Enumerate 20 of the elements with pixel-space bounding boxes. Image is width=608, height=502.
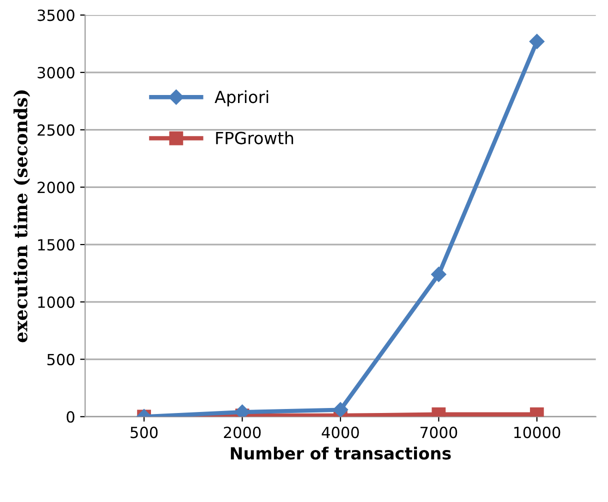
point (234, 404, 250, 417)
y-tick-label: 1000 (38, 296, 74, 308)
y-tick-label: 0 (66, 411, 74, 423)
x-tick-label: 500 (130, 426, 158, 438)
x-axis-title: Number of transactions (230, 446, 451, 460)
x-tick-label: 10000 (514, 426, 560, 438)
point (431, 266, 446, 282)
x-tick-label: 7000 (420, 426, 458, 438)
y-tick-label: 3000 (38, 66, 74, 78)
legend-label: Apriori (214, 90, 268, 106)
y-tick-label: 2000 (38, 182, 74, 194)
y-tick-label: 1500 (38, 239, 74, 251)
point (529, 34, 544, 50)
y-tick-label: 500 (47, 354, 74, 366)
y-axis-title: execution time (seconds) (13, 90, 30, 342)
y-tick-label: 3500 (38, 10, 74, 22)
legend-label: FPGrowth (216, 131, 294, 144)
x-tick-label: 4000 (322, 426, 359, 438)
x-tick-label: 2000 (224, 426, 261, 438)
y-tick-label: 2500 (38, 124, 74, 136)
